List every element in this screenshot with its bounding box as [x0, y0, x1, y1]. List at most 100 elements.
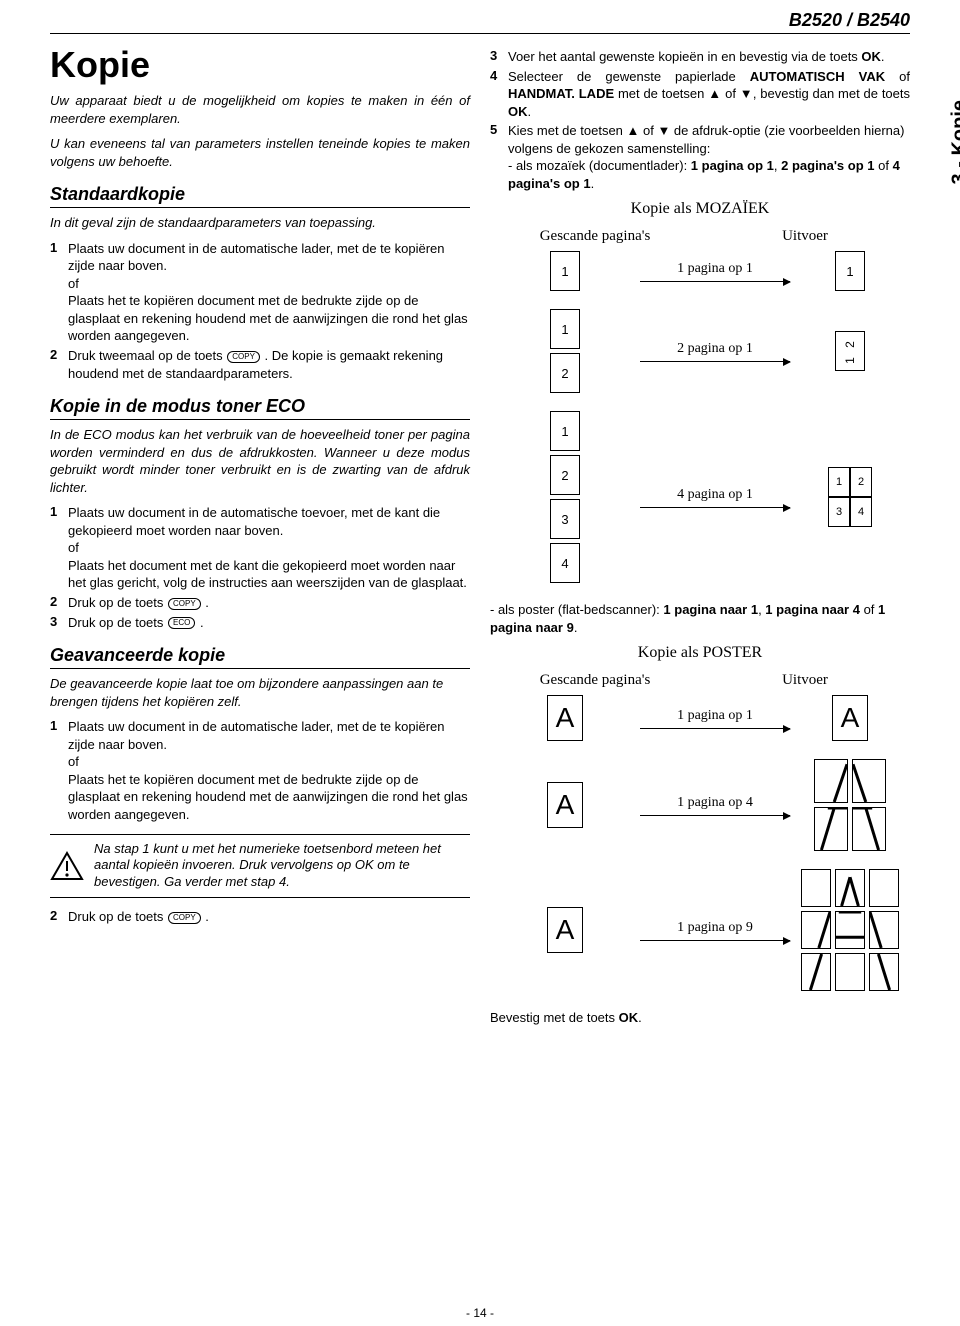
step-number: 3 [50, 614, 68, 632]
side-tab: 3 - Kopie [948, 100, 960, 184]
header-model: B2520 / B2540 [50, 10, 910, 34]
sec2-step2: 2 Druk op de toets COPY . [50, 594, 470, 612]
section-geavanceerd: Geavanceerde kopie [50, 645, 470, 669]
page-title: Kopie [50, 44, 470, 86]
intro-2: U kan eveneens tal van parameters instel… [50, 135, 470, 170]
arrow-label: 1 pagina op 4 [677, 795, 753, 810]
content-columns: Kopie Uw apparaat biedt u de mogelijkhei… [50, 44, 910, 1035]
step-body: Voer het aantal gewenste kopieën in en b… [508, 48, 910, 66]
copy-key-icon: COPY [227, 351, 260, 363]
step-number: 4 [490, 68, 508, 121]
step-body: Plaats uw document in de automatische la… [68, 240, 470, 345]
sec3-steps-2: 2 Druk op de toets COPY . [50, 908, 470, 926]
section-eco: Kopie in de modus toner ECO [50, 396, 470, 420]
diagram-header: Gescande pagina's Uitvoer [490, 228, 910, 245]
page-box: 1 [835, 251, 865, 291]
arrow-label: 4 pagina op 1 [677, 487, 753, 502]
mosaic-row-4: 1 2 3 4 4 pagina op 1 1234 [490, 411, 910, 583]
output-box: 1 2 [835, 331, 865, 371]
arrow-label: 1 pagina op 1 [677, 708, 753, 723]
text: Plaats uw document in de automatische la… [68, 719, 445, 752]
page-box: 4 [550, 543, 580, 583]
step-body: Selecteer de gewenste papierlade AUTOMAT… [508, 68, 910, 121]
text: Plaats het document met de kant die geko… [68, 558, 467, 591]
arrow-icon [640, 815, 790, 816]
intro-1: Uw apparaat biedt u de mogelijkheid om k… [50, 92, 470, 127]
text: Druk tweemaal op de toets [68, 348, 226, 363]
poster-row-1: A 1 pagina op 1 A [490, 695, 910, 741]
step-body: Druk op de toets ECO . [68, 614, 470, 632]
step-body: Druk tweemaal op de toets COPY . De kopi… [68, 347, 470, 382]
sec2-intro: In de ECO modus kan het verbruik van de … [50, 426, 470, 496]
step-number: 1 [50, 718, 68, 823]
sec1-intro: In dit geval zijn de standaardparameters… [50, 214, 470, 232]
page-box: 2 [550, 455, 580, 495]
sec3-step1: 1 Plaats uw document in de automatische … [50, 718, 470, 823]
sec1-step2: 2 Druk tweemaal op de toets COPY . De ko… [50, 347, 470, 382]
output-grid-3x3 [801, 869, 899, 991]
arrow-label: 2 pagina op 1 [677, 341, 753, 356]
arrow-icon [640, 507, 790, 508]
step-number: 5 [490, 122, 508, 192]
page-box: 1 [550, 411, 580, 451]
step-number: 3 [490, 48, 508, 66]
page-number: - 14 - [0, 1306, 960, 1320]
hdr-right: Uitvoer [700, 672, 910, 689]
page-box: 1 [550, 309, 580, 349]
arrow-icon [640, 728, 790, 729]
a-box: A [832, 695, 868, 741]
warning-icon [50, 851, 84, 881]
text: Druk op de toets [68, 615, 167, 630]
page-box: 2 [550, 353, 580, 393]
text: of [68, 276, 79, 291]
text: Plaats het te kopiëren document met de b… [68, 772, 468, 822]
section-standaardkopie: Standaardkopie [50, 184, 470, 208]
mosaic-row-2: 1 2 2 pagina op 1 1 2 [490, 309, 910, 393]
step-number: 2 [50, 347, 68, 382]
arrow-icon [640, 361, 790, 362]
a-box: A [547, 695, 583, 741]
step-body: Kies met de toetsen ▲ of ▼ de afdruk-opt… [508, 122, 910, 192]
arrow-icon [640, 940, 790, 941]
right-steps: 3 Voer het aantal gewenste kopieën in en… [490, 48, 910, 192]
copy-key-icon: COPY [168, 912, 201, 924]
text: of [68, 540, 79, 555]
confirm-text: Bevestig met de toets OK. [490, 1009, 910, 1027]
diagram-poster-title: Kopie als POSTER [490, 644, 910, 662]
sec3-steps: 1 Plaats uw document in de automatische … [50, 718, 470, 823]
step-number: 2 [50, 908, 68, 926]
step-body: Druk op de toets COPY . [68, 908, 470, 926]
step-number: 1 [50, 240, 68, 345]
hdr-left: Gescande pagina's [490, 672, 700, 689]
arrow-label: 1 pagina op 1 [677, 261, 753, 276]
step-number: 2 [50, 594, 68, 612]
hdr-right: Uitvoer [700, 228, 910, 245]
left-column: Kopie Uw apparaat biedt u de mogelijkhei… [50, 44, 470, 1035]
poster-row-9: A 1 pagina op 9 [490, 869, 910, 991]
sec1-steps: 1 Plaats uw document in de automatische … [50, 240, 470, 382]
text: Plaats uw document in de automatische la… [68, 241, 445, 274]
step-body: Plaats uw document in de automatische to… [68, 504, 470, 592]
a-box: A [547, 782, 583, 828]
sec3-intro: De geavanceerde kopie laat toe om bijzon… [50, 675, 470, 710]
diagram-mosaic-title: Kopie als MOZAÏEK [490, 200, 910, 218]
hdr-left: Gescande pagina's [490, 228, 700, 245]
arrow-icon [640, 281, 790, 282]
right-step4: 4 Selecteer de gewenste papierlade AUTOM… [490, 68, 910, 121]
output-grid-2x2 [814, 759, 886, 851]
right-step3: 3 Voer het aantal gewenste kopieën in en… [490, 48, 910, 66]
sec3-step2: 2 Druk op de toets COPY . [50, 908, 470, 926]
note-text: Na stap 1 kunt u met het numerieke toets… [94, 841, 470, 892]
text: Plaats uw document in de automatische to… [68, 505, 440, 538]
sec2-steps: 1 Plaats uw document in de automatische … [50, 504, 470, 631]
mosaic-row-1: 1 1 pagina op 1 1 [490, 251, 910, 291]
step-body: Plaats uw document in de automatische la… [68, 718, 470, 823]
copy-key-icon: COPY [168, 598, 201, 610]
note-box: Na stap 1 kunt u met het numerieke toets… [50, 834, 470, 899]
sec1-step1: 1 Plaats uw document in de automatische … [50, 240, 470, 345]
step-number: 1 [50, 504, 68, 592]
text: Plaats het te kopiëren document met de b… [68, 293, 468, 343]
text: of [68, 754, 79, 769]
diagram-header-2: Gescande pagina's Uitvoer [490, 672, 910, 689]
poster-intro: - als poster (flat-bedscanner): 1 pagina… [490, 601, 910, 636]
